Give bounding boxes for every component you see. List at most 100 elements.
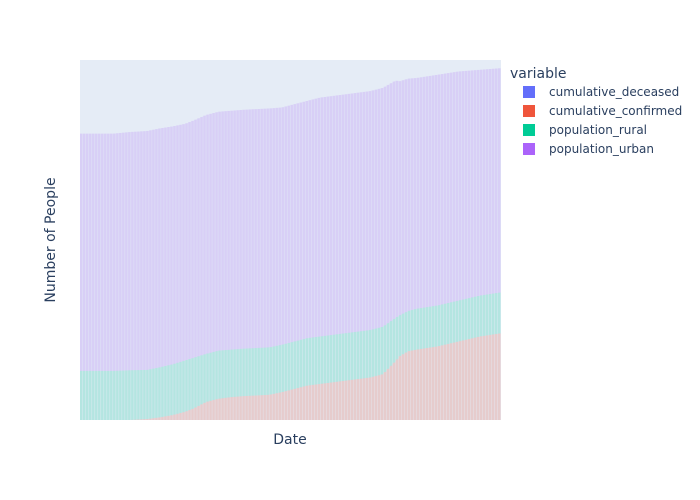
plot-background xyxy=(80,60,501,420)
area-bar-population_urban xyxy=(458,71,462,301)
area-bar-cumulative_confirmed xyxy=(302,386,305,420)
area-bar-population_rural xyxy=(443,303,447,345)
area-bar-cumulative_confirmed xyxy=(143,419,146,420)
area-bar-population_rural xyxy=(230,349,233,398)
area-bar-population_urban xyxy=(152,129,155,369)
area-bar-population_rural xyxy=(482,294,486,336)
area-bar-cumulative_confirmed xyxy=(452,342,456,420)
area-bar-population_urban xyxy=(131,131,134,371)
area-bar-cumulative_confirmed xyxy=(257,395,260,420)
area-bar-population_rural xyxy=(404,312,408,353)
area-bar-population_rural xyxy=(248,348,251,396)
area-bar-population_urban xyxy=(179,124,182,362)
area-bar-population_rural xyxy=(149,369,152,419)
legend-swatch xyxy=(523,105,535,117)
area-bar-cumulative_confirmed xyxy=(419,348,423,420)
area-bar-cumulative_confirmed xyxy=(263,395,266,420)
legend-item-cumulative_deceased[interactable]: cumulative_deceased xyxy=(523,85,679,99)
area-bar-population_urban xyxy=(470,70,474,298)
area-bar-population_rural xyxy=(155,367,158,418)
area-bar-cumulative_confirmed xyxy=(404,352,408,420)
legend-swatch xyxy=(523,143,535,155)
area-bar-cumulative_confirmed xyxy=(386,368,390,420)
legend-label: population_urban xyxy=(549,142,654,156)
area-bar-cumulative_confirmed xyxy=(239,396,242,420)
area-bar-cumulative_confirmed xyxy=(227,397,230,420)
area-bar-cumulative_confirmed xyxy=(392,362,396,420)
area-bar-cumulative_confirmed xyxy=(371,376,375,420)
legend-item-population_urban[interactable]: population_urban xyxy=(523,142,654,156)
area-bar-cumulative_confirmed xyxy=(206,401,209,420)
area-bar-population_urban xyxy=(455,71,459,301)
area-bar-population_rural xyxy=(83,370,86,420)
area-bar-cumulative_confirmed xyxy=(416,349,420,420)
area-bar-cumulative_confirmed xyxy=(287,390,290,420)
area-bar-population_urban xyxy=(212,113,215,352)
area-bar-population_rural xyxy=(293,341,296,389)
area-bar-cumulative_confirmed xyxy=(347,380,351,420)
area-bar-population_urban xyxy=(113,133,116,371)
area-bar-population_rural xyxy=(221,350,224,399)
area-bar-population_urban xyxy=(194,119,197,358)
area-bar-population_rural xyxy=(278,345,281,393)
area-bar-cumulative_confirmed xyxy=(458,341,462,420)
area-bar-cumulative_confirmed xyxy=(155,417,158,420)
area-bar-population_urban xyxy=(146,130,149,370)
area-bar-population_rural xyxy=(254,348,257,396)
area-bar-population_urban xyxy=(398,81,402,316)
area-bar-population_urban xyxy=(383,86,387,326)
area-bar-population_rural xyxy=(407,310,411,352)
area-bar-population_rural xyxy=(497,292,501,334)
area-bar-population_rural xyxy=(257,347,260,396)
area-bar-population_urban xyxy=(110,133,113,371)
area-bar-population_urban xyxy=(254,109,257,349)
area-bar-cumulative_confirmed xyxy=(296,388,299,420)
area-bar-population_urban xyxy=(269,108,272,348)
area-bar-population_rural xyxy=(398,315,402,357)
area-bar-population_urban xyxy=(164,127,167,366)
area-bar-population_rural xyxy=(179,361,182,413)
area-bar-population_urban xyxy=(278,107,281,346)
area-bar-cumulative_confirmed xyxy=(299,387,302,420)
area-bar-population_urban xyxy=(464,70,468,299)
legend-item-population_rural[interactable]: population_rural xyxy=(523,123,647,137)
area-bar-cumulative_confirmed xyxy=(197,405,200,420)
area-bar-population_rural xyxy=(209,352,212,401)
area-bar-cumulative_confirmed xyxy=(485,335,489,420)
area-bar-population_rural xyxy=(311,337,315,385)
area-bar-population_urban xyxy=(332,95,336,335)
area-bar-population_rural xyxy=(119,370,122,420)
area-bar-cumulative_confirmed xyxy=(308,385,312,420)
area-bar-population_urban xyxy=(428,75,432,307)
area-bar-cumulative_confirmed xyxy=(434,346,438,420)
legend-items: cumulative_deceased cumulative_confirmedp… xyxy=(523,85,682,156)
area-bar-population_rural xyxy=(167,365,170,416)
area-bar-population_rural xyxy=(365,330,369,378)
area-bar-population_rural xyxy=(290,342,293,390)
area-bar-population_urban xyxy=(359,92,363,332)
area-bar-cumulative_confirmed xyxy=(332,382,336,420)
area-bar-population_rural xyxy=(296,340,299,389)
area-bar-population_rural xyxy=(428,306,432,348)
area-bar-population_urban xyxy=(299,102,302,340)
area-bar-population_urban xyxy=(242,109,245,349)
area-bar-population_urban xyxy=(320,97,324,337)
area-bar-population_rural xyxy=(98,370,101,420)
area-bar-population_rural xyxy=(353,331,357,380)
legend[interactable]: variable cumulative_deceased cumulative_c… xyxy=(510,66,682,156)
area-bar-population_rural xyxy=(92,370,95,420)
area-bar-population_urban xyxy=(434,74,438,306)
area-bar-cumulative_confirmed xyxy=(428,347,432,420)
area-bar-population_rural xyxy=(302,339,305,387)
area-bar-cumulative_confirmed xyxy=(398,356,402,420)
area-bar-population_rural xyxy=(86,370,89,420)
area-bar-population_rural xyxy=(116,370,119,420)
area-bar-population_rural xyxy=(464,298,468,340)
area-bar-population_urban xyxy=(443,73,447,304)
area-bar-population_urban xyxy=(407,78,411,311)
legend-item-cumulative_confirmed[interactable]: cumulative_confirmed xyxy=(523,104,682,118)
area-bar-cumulative_confirmed xyxy=(368,377,372,420)
area-bar-cumulative_confirmed xyxy=(317,384,321,420)
area-bar-population_rural xyxy=(236,349,239,397)
